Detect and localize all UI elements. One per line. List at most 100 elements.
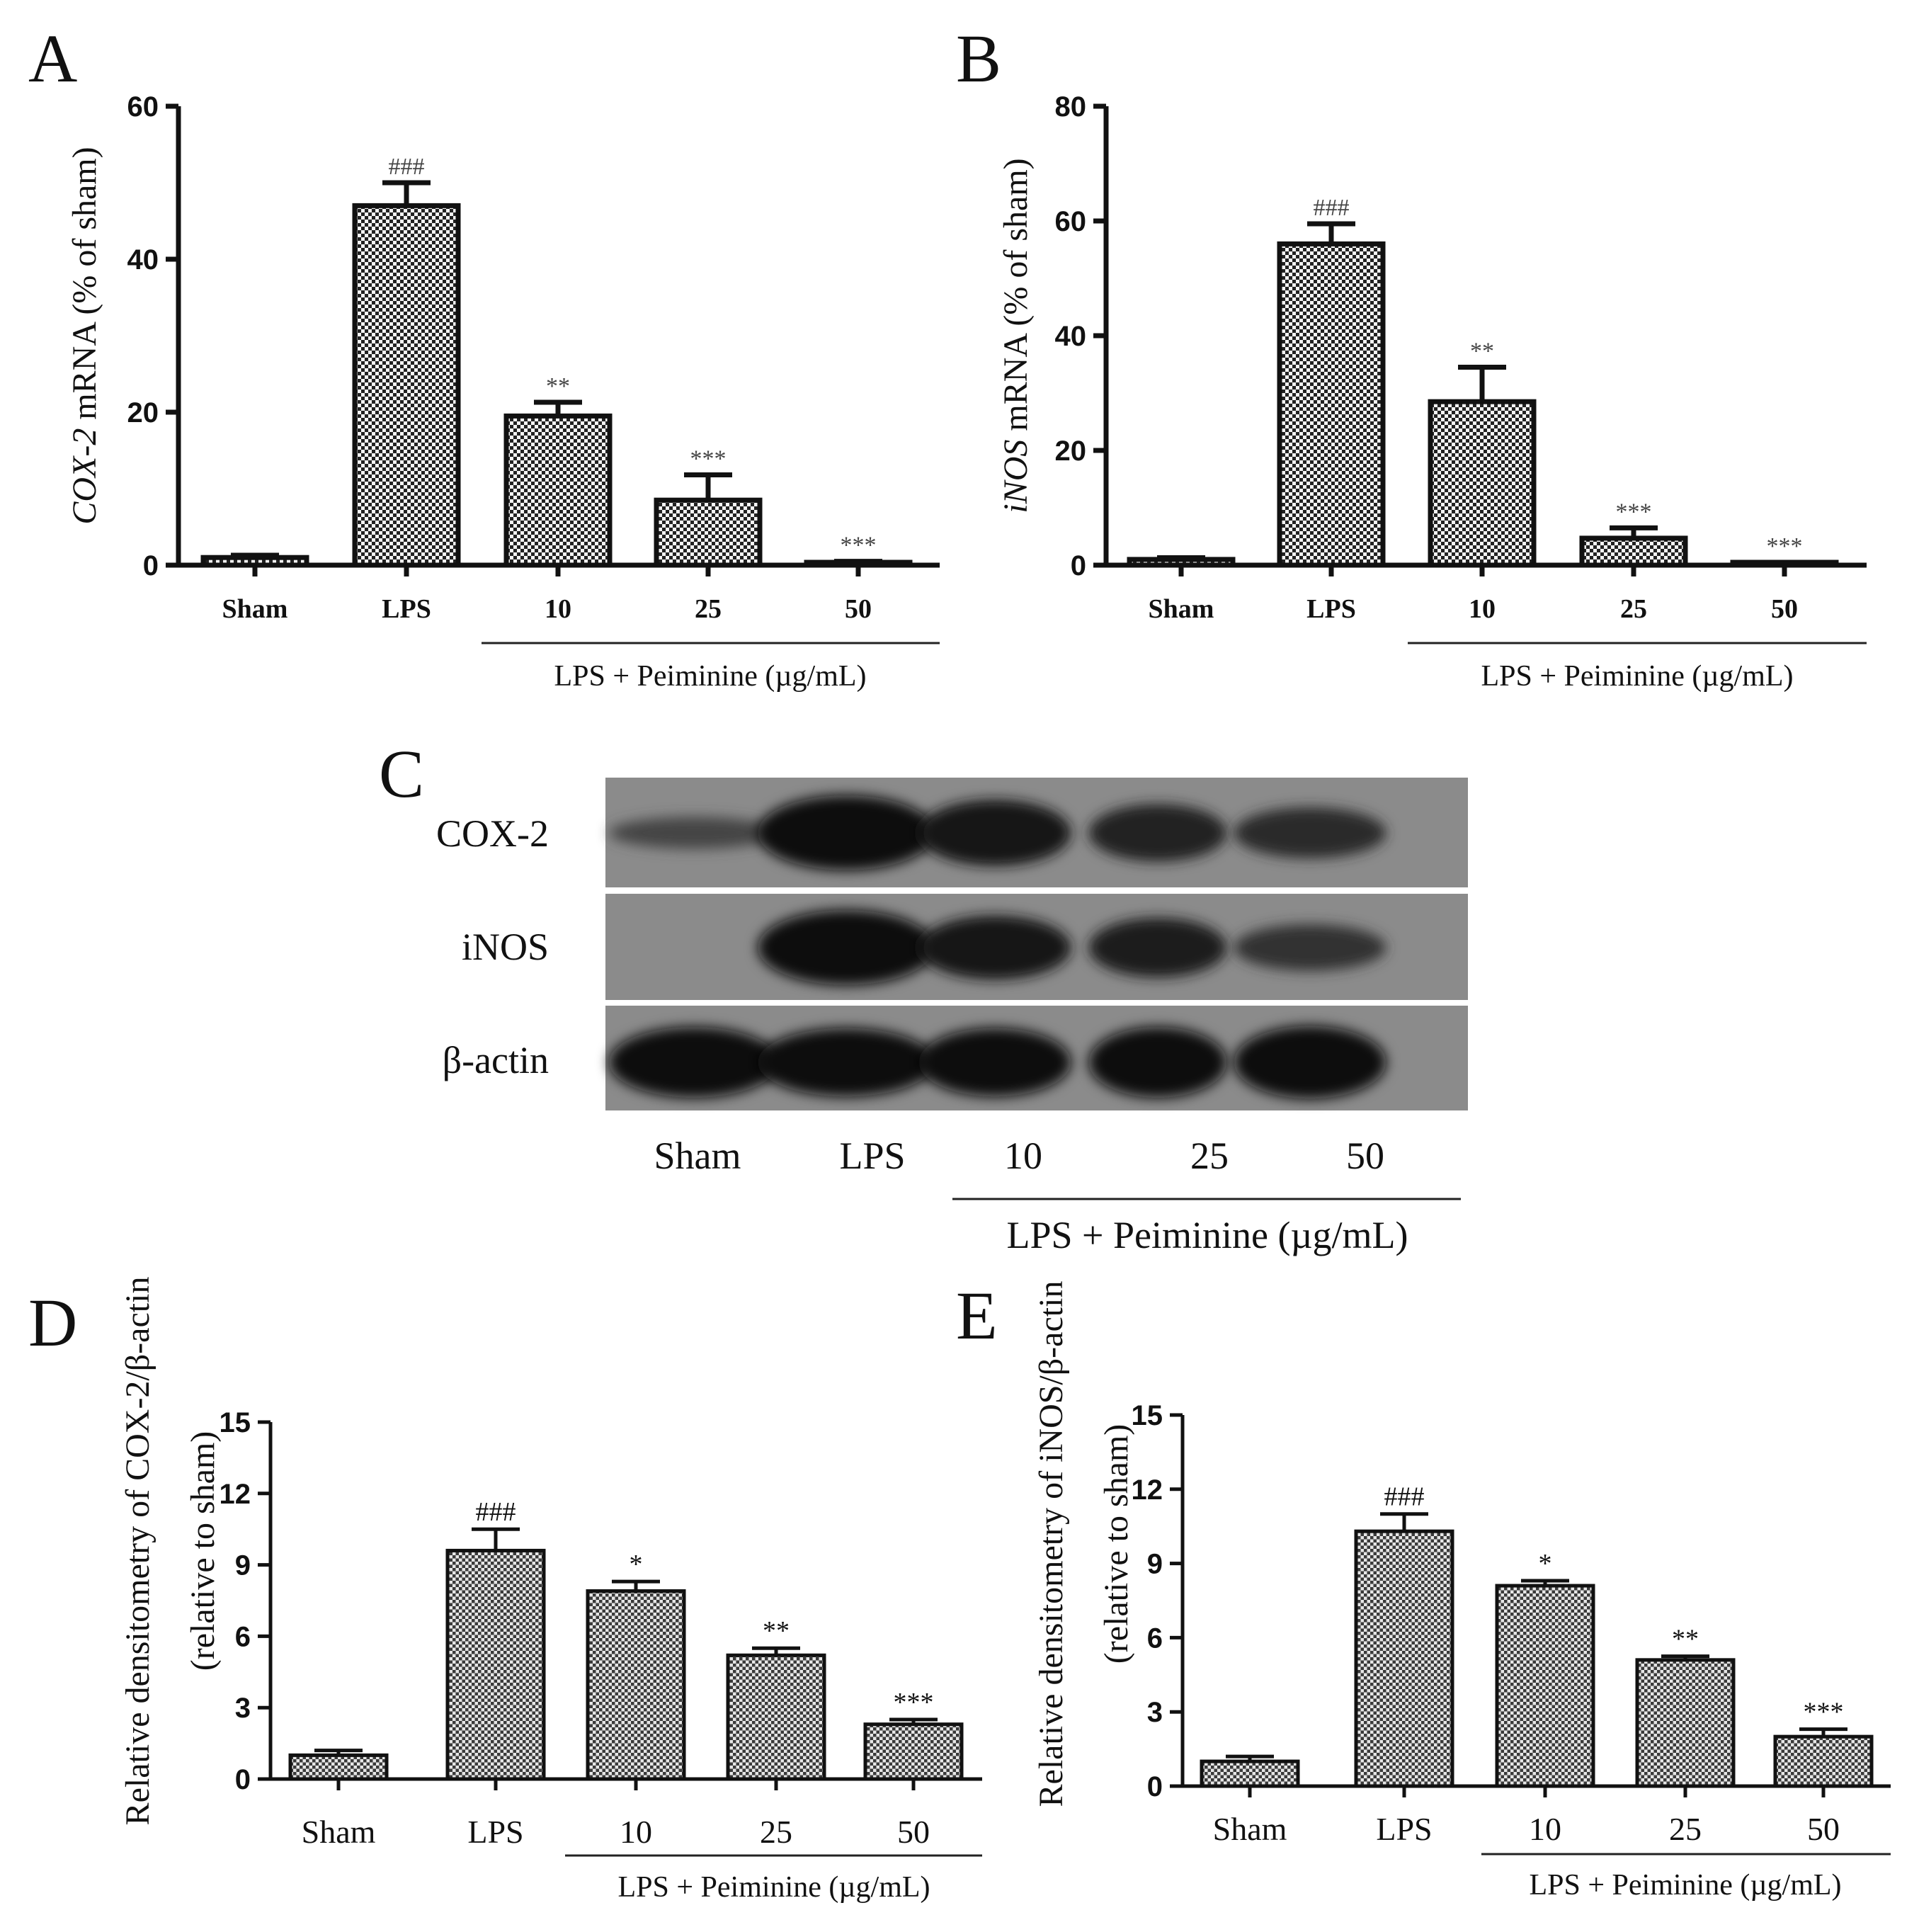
x-tick-label: LPS — [382, 594, 431, 624]
y-tick-label: 40 — [1055, 321, 1087, 352]
y-tick-label: 12 — [1132, 1474, 1163, 1506]
blot-lane-label: 50 — [1346, 1135, 1384, 1177]
bar — [1127, 557, 1236, 568]
y-tick-label: 9 — [1147, 1549, 1163, 1580]
blot-band — [918, 915, 1071, 980]
significance-label: ** — [763, 1616, 790, 1646]
y-axis-label-italic: COX-2 — [66, 428, 103, 525]
y-tick-label: 12 — [220, 1479, 251, 1510]
bar — [1773, 1734, 1874, 1788]
blot-band — [1088, 1027, 1227, 1098]
y-axis-label-sub: (relative to sham) — [1098, 1424, 1135, 1664]
y-tick-label: 9 — [235, 1550, 251, 1581]
bar — [503, 413, 613, 568]
blot-row-label: COX-2 — [436, 812, 549, 855]
blot-band — [758, 910, 935, 985]
y-axis-label: Relative densitometry of iNOS/β-actin — [1032, 1281, 1070, 1807]
chart-panel-b: 0 20 40 60 80 Sham ### LPS ** 10 *** 25 *** 50 LPS + P… — [997, 91, 1867, 693]
y-axis-label: Relative densitometry of COX-2/β-actin — [119, 1277, 156, 1826]
significance-label: ** — [546, 373, 570, 399]
y-axis-label: COX-2 mRNA (% of sham) — [66, 147, 103, 524]
blot-band — [1234, 1025, 1386, 1099]
significance-label: *** — [841, 533, 877, 559]
group-label: LPS + Peiminine (µg/mL) — [1006, 1214, 1408, 1256]
significance-label: ** — [1672, 1625, 1699, 1654]
y-tick-label: 0 — [1147, 1771, 1163, 1802]
significance-label: *** — [1804, 1698, 1844, 1727]
blot-lane-label: Sham — [654, 1135, 741, 1177]
y-tick-label: 6 — [235, 1621, 251, 1652]
x-tick-label: 50 — [845, 594, 872, 624]
y-tick-label: 60 — [127, 91, 159, 123]
bar — [1635, 1658, 1736, 1788]
y-tick-label: 15 — [220, 1407, 251, 1438]
significance-label: *** — [1616, 499, 1652, 525]
y-axis-label-rest: mRNA (% of sham) — [997, 158, 1035, 439]
blot-band — [609, 817, 779, 849]
significance-label: *** — [894, 1688, 934, 1717]
bar — [1200, 1759, 1300, 1788]
group-label: LPS + Peiminine (µg/mL) — [1481, 660, 1793, 693]
significance-label: ### — [1314, 195, 1350, 221]
x-tick-label: 10 — [545, 594, 571, 624]
significance-label: *** — [1767, 533, 1803, 559]
y-tick-label: 20 — [1055, 436, 1087, 467]
blot-band — [758, 1028, 935, 1097]
bar — [1495, 1584, 1595, 1788]
panel-letter-d: D — [28, 1285, 77, 1360]
y-axis-label-sub: (relative to sham) — [184, 1431, 222, 1671]
x-tick-label: 10 — [1529, 1811, 1561, 1847]
bar — [654, 497, 763, 568]
panel-letter-a: A — [28, 21, 77, 96]
panel-letter-c: C — [379, 736, 424, 812]
x-tick-label: 25 — [760, 1814, 792, 1850]
y-axis-label: iNOS mRNA (% of sham) — [997, 158, 1035, 513]
y-tick-label: 3 — [1147, 1697, 1163, 1728]
y-tick-label: 80 — [1055, 91, 1087, 123]
x-tick-label: Sham — [222, 594, 288, 624]
y-tick-label: 0 — [1071, 550, 1086, 581]
x-tick-label: 25 — [1669, 1811, 1702, 1847]
western-blot-panel: COX-2 iNOS β-actin Sham LPS 10 25 50 LPS + Peimi… — [436, 778, 1468, 1256]
x-tick-label: 50 — [1807, 1811, 1840, 1847]
chart-panel-e: 0 3 6 9 12 15 Sham ### LPS * 10 ** 25 *** 50 LPS + Peim… — [1032, 1281, 1891, 1902]
bar — [1428, 399, 1537, 568]
significance-label: *** — [690, 446, 727, 472]
significance-label: ### — [476, 1497, 516, 1527]
bar — [1579, 535, 1688, 568]
blot-band — [918, 1028, 1071, 1097]
blot-band — [918, 800, 1071, 866]
x-tick-label: 25 — [695, 594, 722, 624]
significance-label: * — [1539, 1549, 1552, 1579]
blot-lane-label: LPS — [839, 1135, 905, 1177]
bar — [200, 555, 309, 568]
bar — [352, 203, 461, 568]
significance-label: ** — [1470, 339, 1494, 365]
blot-lane-label: 25 — [1190, 1135, 1229, 1177]
significance-label: ### — [1384, 1482, 1425, 1512]
panel-letter-b: B — [956, 21, 1001, 96]
blot-band — [1088, 917, 1227, 978]
y-tick-label: 6 — [1147, 1623, 1163, 1654]
bar — [288, 1753, 389, 1781]
group-label: LPS + Peiminine (µg/mL) — [617, 1871, 930, 1904]
x-tick-label: 50 — [897, 1814, 930, 1850]
y-tick-label: 3 — [235, 1693, 251, 1724]
chart-panel-d: 0 3 6 9 12 15 Sham ### LPS * 10 ** 25 *** 50 LPS + Peim… — [119, 1277, 982, 1904]
y-tick-label: 40 — [127, 244, 159, 275]
blot-band — [1088, 804, 1227, 862]
y-tick-label: 0 — [143, 550, 159, 581]
blot-band — [1234, 924, 1386, 971]
x-tick-label: 10 — [1469, 594, 1496, 624]
y-axis-label-italic: iNOS — [997, 440, 1035, 513]
bar — [586, 1589, 686, 1781]
blot-band — [609, 1027, 779, 1098]
x-tick-label: 50 — [1771, 594, 1798, 624]
x-tick-label: Sham — [302, 1814, 376, 1850]
y-axis-label-rest: mRNA (% of sham) — [66, 147, 103, 428]
blot-row-label: β-actin — [443, 1039, 549, 1081]
blot-row-label: iNOS — [462, 926, 549, 968]
blot-band — [758, 795, 935, 870]
y-tick-label: 20 — [127, 397, 159, 428]
